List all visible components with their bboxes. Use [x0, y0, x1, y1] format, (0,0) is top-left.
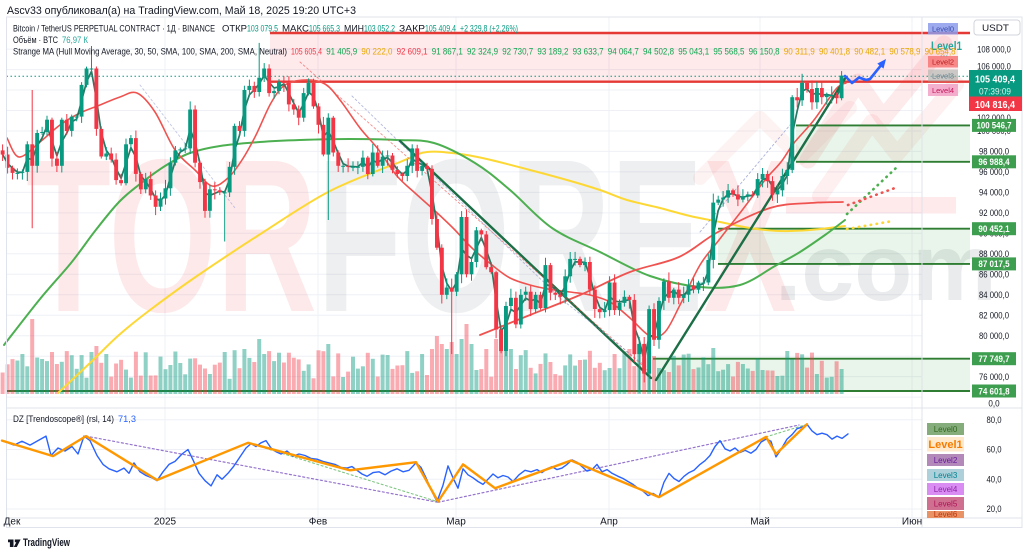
svg-text:86 000,0: 86 000,0 [979, 269, 1009, 280]
svg-text:Level1: Level1 [931, 41, 963, 53]
svg-text:91 405,9: 91 405,9 [326, 47, 357, 58]
svg-text:92 324,9: 92 324,9 [467, 47, 498, 58]
svg-text:Дек: Дек [4, 517, 21, 528]
svg-text:103 079,5: 103 079,5 [247, 24, 278, 35]
svg-text:0,0: 0,0 [988, 399, 999, 410]
svg-text:Level1: Level1 [928, 439, 962, 451]
svg-text:Level3: Level3 [932, 72, 954, 81]
svg-text:108 000,0: 108 000,0 [977, 44, 1011, 55]
svg-text:USDT: USDT [982, 23, 1009, 34]
svg-text:07:39:09: 07:39:09 [979, 87, 1011, 98]
svg-text:МАКС: МАКС [282, 24, 309, 35]
svg-text:Фев: Фев [309, 517, 327, 528]
svg-text:Strange MA (Hull Moving Averag: Strange MA (Hull Moving Average, 30, 50,… [13, 47, 287, 58]
svg-text:96 150,8: 96 150,8 [749, 47, 780, 58]
svg-text:105 409,4: 105 409,4 [975, 74, 1015, 86]
svg-text:Ascv33 опубликовал(а) на Tradi: Ascv33 опубликовал(а) на TradingView.com… [7, 5, 356, 17]
svg-text:93 189,2: 93 189,2 [537, 47, 568, 58]
svg-text:82 000,0: 82 000,0 [979, 310, 1009, 321]
svg-text:.com: .com [775, 215, 997, 321]
svg-text:Level6: Level6 [934, 510, 958, 519]
svg-text:МИН: МИН [344, 24, 364, 35]
svg-text:98 000,0: 98 000,0 [979, 147, 1009, 158]
svg-text:87 017,5: 87 017,5 [978, 259, 1010, 270]
svg-text:Bitcoin / TetherUS PERPETUAL C: Bitcoin / TetherUS PERPETUAL CONTRACT · … [13, 24, 215, 35]
svg-text:106 000,0: 106 000,0 [977, 62, 1011, 73]
svg-text:94 502,8: 94 502,8 [643, 47, 674, 58]
svg-text:Июн: Июн [902, 517, 922, 528]
svg-text:2025: 2025 [154, 517, 177, 528]
svg-text:Апр: Апр [600, 517, 618, 528]
svg-text:+2 329,8 (+2,26%): +2 329,8 (+2,26%) [460, 24, 518, 35]
svg-text:40,0: 40,0 [987, 474, 1002, 485]
svg-text:TORFOREX: TORFOREX [26, 115, 796, 358]
svg-text:Объём · BTC: Объём · BTC [13, 35, 58, 46]
svg-text:TradingView: TradingView [23, 537, 70, 549]
svg-text:105 605,4: 105 605,4 [291, 47, 322, 58]
svg-text:92 000,0: 92 000,0 [979, 208, 1009, 219]
svg-text:90 452,1: 90 452,1 [978, 224, 1010, 235]
svg-text:84 000,0: 84 000,0 [979, 290, 1009, 301]
svg-text:71,3: 71,3 [118, 414, 136, 425]
svg-text:94 064,7: 94 064,7 [608, 47, 639, 58]
svg-text:80 000,0: 80 000,0 [979, 331, 1009, 342]
svg-text:104 816,4: 104 816,4 [975, 99, 1015, 111]
svg-text:80,0: 80,0 [987, 415, 1002, 426]
svg-text:...: ... [940, 49, 948, 59]
svg-text:105 665,3: 105 665,3 [309, 24, 340, 35]
svg-text:90 578,9: 90 578,9 [889, 47, 920, 58]
svg-text:95 568,5: 95 568,5 [713, 47, 744, 58]
svg-text:96 988,4: 96 988,4 [978, 157, 1010, 168]
svg-text:100 546,7: 100 546,7 [976, 121, 1011, 132]
svg-text:Мар: Мар [446, 517, 466, 528]
svg-text:90 311,9: 90 311,9 [784, 47, 815, 58]
svg-text:90 222,0: 90 222,0 [361, 47, 392, 58]
svg-text:91 867,1: 91 867,1 [432, 47, 463, 58]
svg-text:Level0: Level0 [934, 425, 958, 434]
svg-text:90 482,1: 90 482,1 [854, 47, 885, 58]
svg-text:90 654,8: 90 654,8 [925, 47, 956, 58]
svg-text:96 000,0: 96 000,0 [979, 167, 1009, 178]
svg-text:77 749,7: 77 749,7 [978, 354, 1009, 365]
svg-text:20,0: 20,0 [987, 504, 1002, 515]
svg-text:88 000,0: 88 000,0 [979, 249, 1009, 260]
svg-text:Level2: Level2 [934, 456, 958, 465]
svg-text:Level3: Level3 [934, 471, 958, 480]
svg-text:92 730,7: 92 730,7 [502, 47, 533, 58]
svg-text:95 043,1: 95 043,1 [678, 47, 709, 58]
svg-text:Level5: Level5 [934, 499, 958, 508]
svg-text:Level2: Level2 [932, 58, 954, 67]
svg-text:93 633,7: 93 633,7 [573, 47, 604, 58]
svg-text:Level4: Level4 [932, 86, 954, 95]
svg-text:ЗАКР: ЗАКР [399, 24, 425, 35]
svg-text:ОТКР: ОТКР [222, 24, 247, 35]
svg-text:Май: Май [750, 517, 770, 528]
svg-text:76,97 К: 76,97 К [62, 35, 88, 46]
svg-text:102 000,0: 102 000,0 [977, 113, 1011, 124]
svg-text:94 000,0: 94 000,0 [979, 188, 1009, 199]
svg-text:90 401,8: 90 401,8 [819, 47, 850, 58]
svg-text:74 601,8: 74 601,8 [978, 386, 1009, 397]
svg-text:92 609,1: 92 609,1 [397, 47, 428, 58]
svg-text:DZ [Trendoscope®] (rsl, 14): DZ [Trendoscope®] (rsl, 14) [13, 414, 114, 425]
svg-text:Level0: Level0 [932, 25, 954, 34]
svg-text:76 000,0: 76 000,0 [979, 372, 1009, 383]
svg-text:60,0: 60,0 [987, 445, 1002, 456]
svg-text:103 052,2: 103 052,2 [364, 24, 395, 35]
svg-text:105 409,4: 105 409,4 [425, 24, 456, 35]
svg-text:Level4: Level4 [934, 485, 958, 494]
